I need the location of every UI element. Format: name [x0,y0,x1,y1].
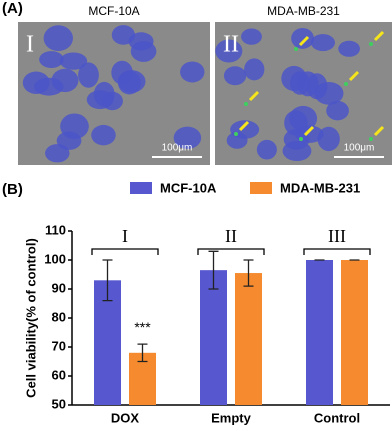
nucleus [297,71,319,97]
legend-label: MDA-MB-231 [280,180,360,195]
error-bar [243,259,254,287]
nucleus [215,39,243,63]
nucleus [43,25,74,52]
image-title: MDA-MB-231 [267,4,340,18]
image-numeral: I [26,32,34,58]
nucleus [256,139,277,160]
nucleus [180,61,205,83]
y-tick-label: 70 [52,338,66,353]
y-tick-label: 50 [52,396,66,411]
nucleus [117,70,146,93]
bar [341,260,368,405]
group-label: II [225,226,237,246]
group-bracket [303,248,371,255]
nucleus [91,124,116,146]
nucleus [130,40,157,62]
arrow [373,30,385,42]
error-bar [102,259,113,302]
arrow [238,120,250,132]
y-axis-label: Cell viability(% of control) [23,238,38,398]
nucleus [291,27,314,49]
scale-bar-label: 100μm [162,143,193,154]
nucleus [314,81,344,105]
x-tick-label: Empty [211,410,252,425]
nucleus [78,62,99,88]
scale-bar-label: 100μm [344,143,375,154]
error-bar [208,250,219,290]
error-bar [137,343,148,363]
nucleus [39,51,64,68]
green-spot [234,132,238,136]
nucleus [51,68,79,93]
green-spot [369,137,373,141]
nucleus [86,90,114,110]
panel-label: (B) [2,181,23,198]
green-spot [294,47,298,51]
bar [306,260,333,405]
significance: *** [134,319,151,335]
y-tick-label: 80 [52,309,66,324]
green-spot [369,42,373,46]
nucleus [111,25,135,45]
green-spot [244,102,248,106]
nucleus [59,52,88,70]
y-tick-label: 110 [45,222,66,237]
group-label: I [122,226,128,246]
bar [200,270,227,405]
arrow [298,35,310,47]
nucleus [338,40,360,57]
nucleus [22,71,50,94]
nucleus [282,140,312,162]
legend-label: MCF-10A [160,180,217,195]
legend-swatch [250,182,272,194]
nucleus [310,34,335,52]
x-tick-label: Control [314,410,360,425]
nucleus [241,28,262,45]
arrow [373,125,385,137]
nucleus [226,132,248,149]
legend-swatch [130,182,152,194]
group-label: III [328,226,346,246]
micrographs [18,22,392,165]
y-tick-label: 90 [52,280,66,295]
green-spot [344,82,348,86]
y-tick-label: 100 [44,251,66,266]
nucleus [173,126,202,150]
y-tick-label: 60 [52,367,66,382]
image-numeral: II [223,32,239,58]
green-spot [299,137,303,141]
nucleus [60,113,89,140]
nucleus [223,66,247,86]
nucleus [326,100,349,121]
arrow [303,125,315,137]
arrow [248,90,260,102]
group-bracket [91,248,159,255]
x-tick-label: DOX [111,410,140,425]
nucleus [244,58,265,81]
nucleus [289,105,318,132]
panel-label: (A) [2,0,23,17]
group-bracket [197,248,265,255]
image-title: MCF-10A [88,4,139,18]
bar [235,273,262,405]
arrow [348,70,360,82]
